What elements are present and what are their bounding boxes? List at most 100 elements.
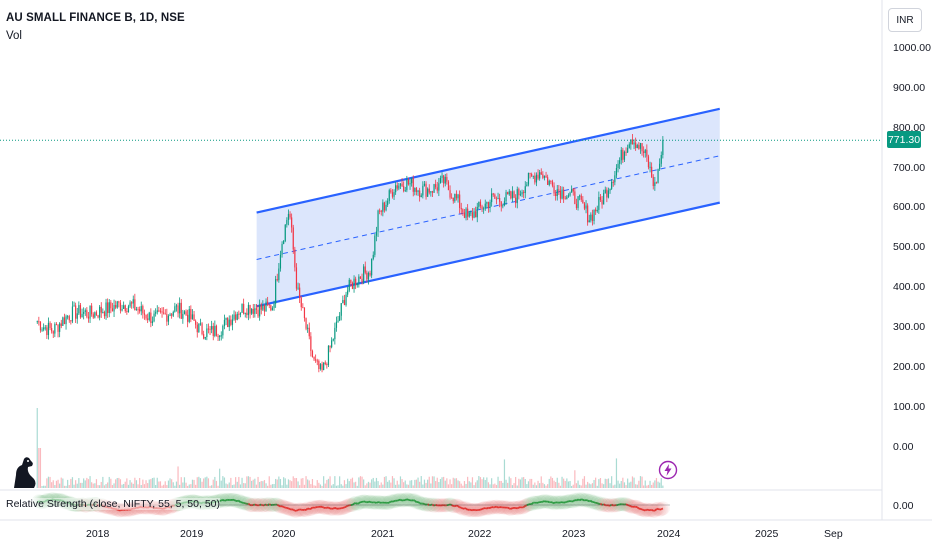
candle-body bbox=[447, 181, 450, 191]
candle-body bbox=[131, 302, 133, 304]
currency-button[interactable]: INR bbox=[888, 8, 922, 32]
volume-bar bbox=[545, 485, 547, 488]
symbol-title[interactable]: AU SMALL FINANCE B, 1D, NSE bbox=[6, 12, 185, 24]
candle-body bbox=[299, 287, 301, 298]
volume-bar bbox=[635, 484, 637, 488]
candle-body bbox=[212, 326, 214, 336]
volume-bar bbox=[518, 478, 520, 488]
volume-bar bbox=[462, 485, 464, 488]
volume-bar bbox=[510, 478, 512, 488]
candle-body bbox=[145, 314, 147, 319]
volume-bar bbox=[516, 485, 518, 488]
candle-body bbox=[644, 149, 646, 154]
rs-line-segment bbox=[414, 499, 418, 503]
volume-bar bbox=[604, 478, 606, 488]
volume-bar bbox=[351, 477, 354, 488]
candle-body bbox=[563, 189, 565, 199]
volume-bar bbox=[622, 477, 624, 488]
candle-body bbox=[36, 321, 38, 323]
volume-bar bbox=[177, 466, 179, 488]
volume-bar bbox=[446, 478, 448, 488]
candle-body bbox=[41, 329, 43, 331]
rs-line-segment bbox=[537, 501, 541, 504]
candle-body bbox=[436, 187, 438, 191]
candle-body bbox=[627, 147, 629, 153]
candle-body bbox=[539, 172, 541, 179]
candle-body bbox=[590, 214, 592, 221]
candle-body bbox=[126, 311, 128, 313]
volume-bar bbox=[385, 476, 387, 488]
candle-body bbox=[620, 149, 622, 161]
volume-bar bbox=[491, 478, 493, 488]
rs-line-segment bbox=[238, 499, 242, 503]
candle-body bbox=[196, 324, 198, 333]
candle-body bbox=[286, 220, 288, 225]
volume-bar bbox=[276, 479, 278, 488]
candle-body bbox=[111, 308, 114, 312]
candle-body bbox=[91, 305, 93, 315]
rs-line-segment bbox=[460, 506, 464, 510]
rs-line-segment bbox=[220, 498, 224, 502]
price-tick: 700.00 bbox=[893, 162, 926, 174]
volume-bar bbox=[646, 485, 648, 488]
volume-bar bbox=[49, 476, 51, 488]
candle-body bbox=[511, 191, 514, 199]
volume-label[interactable]: Vol bbox=[6, 30, 22, 42]
candle-body bbox=[550, 180, 552, 182]
candle-body bbox=[441, 175, 443, 178]
volume-bar bbox=[623, 482, 626, 488]
volume-bar bbox=[171, 479, 173, 488]
volume-bar bbox=[406, 484, 408, 488]
candle-body bbox=[604, 189, 606, 194]
rs-line-segment bbox=[588, 499, 592, 503]
candle-body bbox=[452, 197, 454, 202]
volume-bar bbox=[201, 481, 203, 488]
candle-body bbox=[191, 314, 194, 320]
volume-bar bbox=[281, 485, 283, 488]
candle-body bbox=[415, 187, 418, 192]
relative-strength-label[interactable]: Relative Strength (close, NIFTY, 55, 5, … bbox=[6, 498, 220, 510]
candle-body bbox=[646, 149, 648, 157]
price-tick: 600.00 bbox=[893, 201, 926, 213]
candle-body bbox=[641, 143, 643, 152]
volume-bar bbox=[315, 485, 317, 488]
volume-bar bbox=[367, 481, 370, 488]
volume-bar bbox=[572, 484, 574, 488]
volume-bar bbox=[59, 483, 61, 488]
rs-line-segment bbox=[224, 499, 227, 502]
candle-body bbox=[187, 314, 189, 322]
candle-body bbox=[79, 305, 82, 318]
volume-bar bbox=[428, 476, 430, 488]
rs-line-segment bbox=[507, 506, 510, 510]
rs-line-segment bbox=[327, 506, 331, 510]
volume-bar bbox=[51, 482, 53, 488]
volume-bar bbox=[631, 476, 634, 488]
volume-bar bbox=[449, 479, 451, 488]
candle-body bbox=[468, 212, 470, 217]
rs-glow bbox=[251, 498, 266, 513]
volume-bar bbox=[555, 482, 557, 488]
candle-body bbox=[596, 209, 598, 212]
volume-bar bbox=[196, 477, 198, 488]
rs-line-segment bbox=[552, 501, 555, 505]
volume-bar bbox=[523, 477, 525, 488]
volume-bar bbox=[435, 481, 437, 488]
candle-body bbox=[487, 202, 490, 208]
volume-bar bbox=[619, 483, 621, 488]
rs-line-segment bbox=[575, 498, 579, 502]
candle-body bbox=[169, 314, 171, 316]
candle-body bbox=[84, 310, 86, 312]
candle-body bbox=[465, 208, 467, 218]
volume-bar bbox=[519, 479, 522, 488]
volume-bar bbox=[612, 485, 614, 488]
candle-body bbox=[198, 323, 200, 333]
lightning-icon[interactable] bbox=[658, 460, 678, 480]
volume-bar bbox=[423, 479, 426, 488]
candle-body bbox=[209, 328, 211, 330]
candle-body bbox=[230, 319, 232, 325]
volume-bar bbox=[289, 480, 291, 488]
rs-line-segment bbox=[388, 500, 392, 504]
candle-body bbox=[353, 278, 355, 289]
tradingview-dino-icon[interactable] bbox=[10, 455, 40, 489]
